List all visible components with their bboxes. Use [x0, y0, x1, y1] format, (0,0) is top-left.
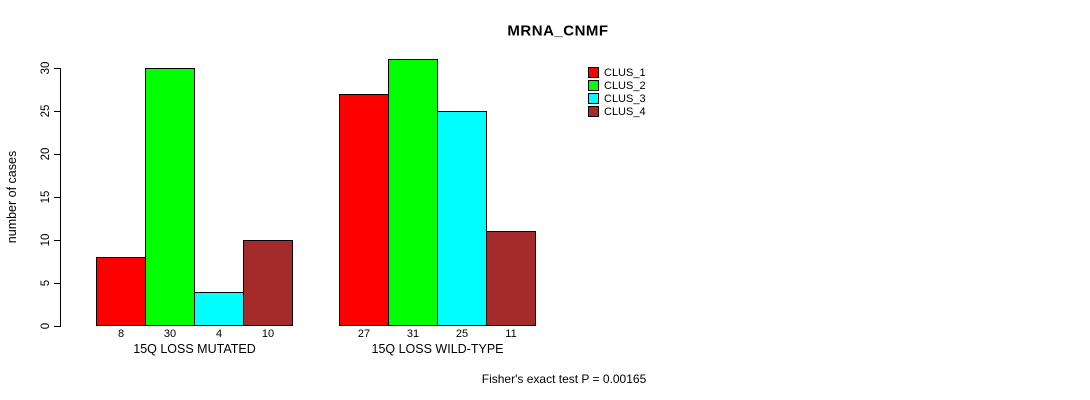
y-tick-label: 20 — [40, 147, 52, 161]
y-axis-line — [60, 68, 61, 327]
legend-row: CLUS_2 — [588, 79, 646, 92]
legend-swatch — [588, 93, 599, 104]
y-tick-mark — [54, 197, 60, 198]
bar — [339, 94, 389, 326]
bar-value-label: 11 — [505, 328, 517, 340]
y-tick-label: 25 — [40, 104, 52, 118]
legend-label: CLUS_4 — [604, 105, 646, 118]
legend: CLUS_1 CLUS_2 CLUS_3 CLUS_4 — [588, 66, 646, 118]
bar — [194, 292, 244, 326]
bar-value-label: 30 — [163, 328, 177, 340]
legend-row: CLUS_4 — [588, 105, 646, 118]
annotation-text: Fisher's exact test P = 0.00165 — [481, 372, 647, 386]
y-tick-label: 30 — [40, 61, 52, 75]
y-tick-mark — [54, 154, 60, 155]
y-tick-label: 15 — [40, 190, 52, 204]
bar-value-label: 8 — [117, 328, 125, 340]
y-tick-mark — [54, 240, 60, 241]
y-tick-mark — [54, 68, 60, 69]
bar-value-label: 10 — [261, 328, 275, 340]
bar — [388, 59, 438, 326]
bar-value-label: 25 — [455, 328, 469, 340]
y-tick-mark — [54, 283, 60, 284]
group-label: 15Q LOSS MUTATED — [133, 342, 256, 356]
legend-label: CLUS_1 — [604, 66, 646, 79]
y-tick-label: 10 — [40, 233, 52, 247]
group-label: 15Q LOSS WILD-TYPE — [371, 342, 504, 356]
legend-row: CLUS_1 — [588, 66, 646, 79]
bar-value-label: 27 — [357, 328, 371, 340]
bar — [96, 257, 146, 326]
y-tick-label: 0 — [40, 322, 52, 330]
bar-value-label: 4 — [215, 328, 223, 340]
bar-value-label: 31 — [406, 328, 420, 340]
y-tick-label: 5 — [40, 279, 52, 287]
y-tick-mark — [54, 111, 60, 112]
bar — [243, 240, 293, 326]
legend-swatch — [588, 67, 599, 78]
legend-label: CLUS_3 — [604, 92, 646, 105]
legend-row: CLUS_3 — [588, 92, 646, 105]
bar — [145, 68, 195, 326]
legend-label: CLUS_2 — [604, 79, 646, 92]
bar — [437, 111, 487, 326]
legend-swatch — [588, 80, 599, 91]
legend-swatch — [588, 106, 599, 117]
bar — [486, 231, 536, 326]
chart-title: MRNA_CNMF — [507, 22, 609, 40]
y-tick-mark — [54, 326, 60, 327]
